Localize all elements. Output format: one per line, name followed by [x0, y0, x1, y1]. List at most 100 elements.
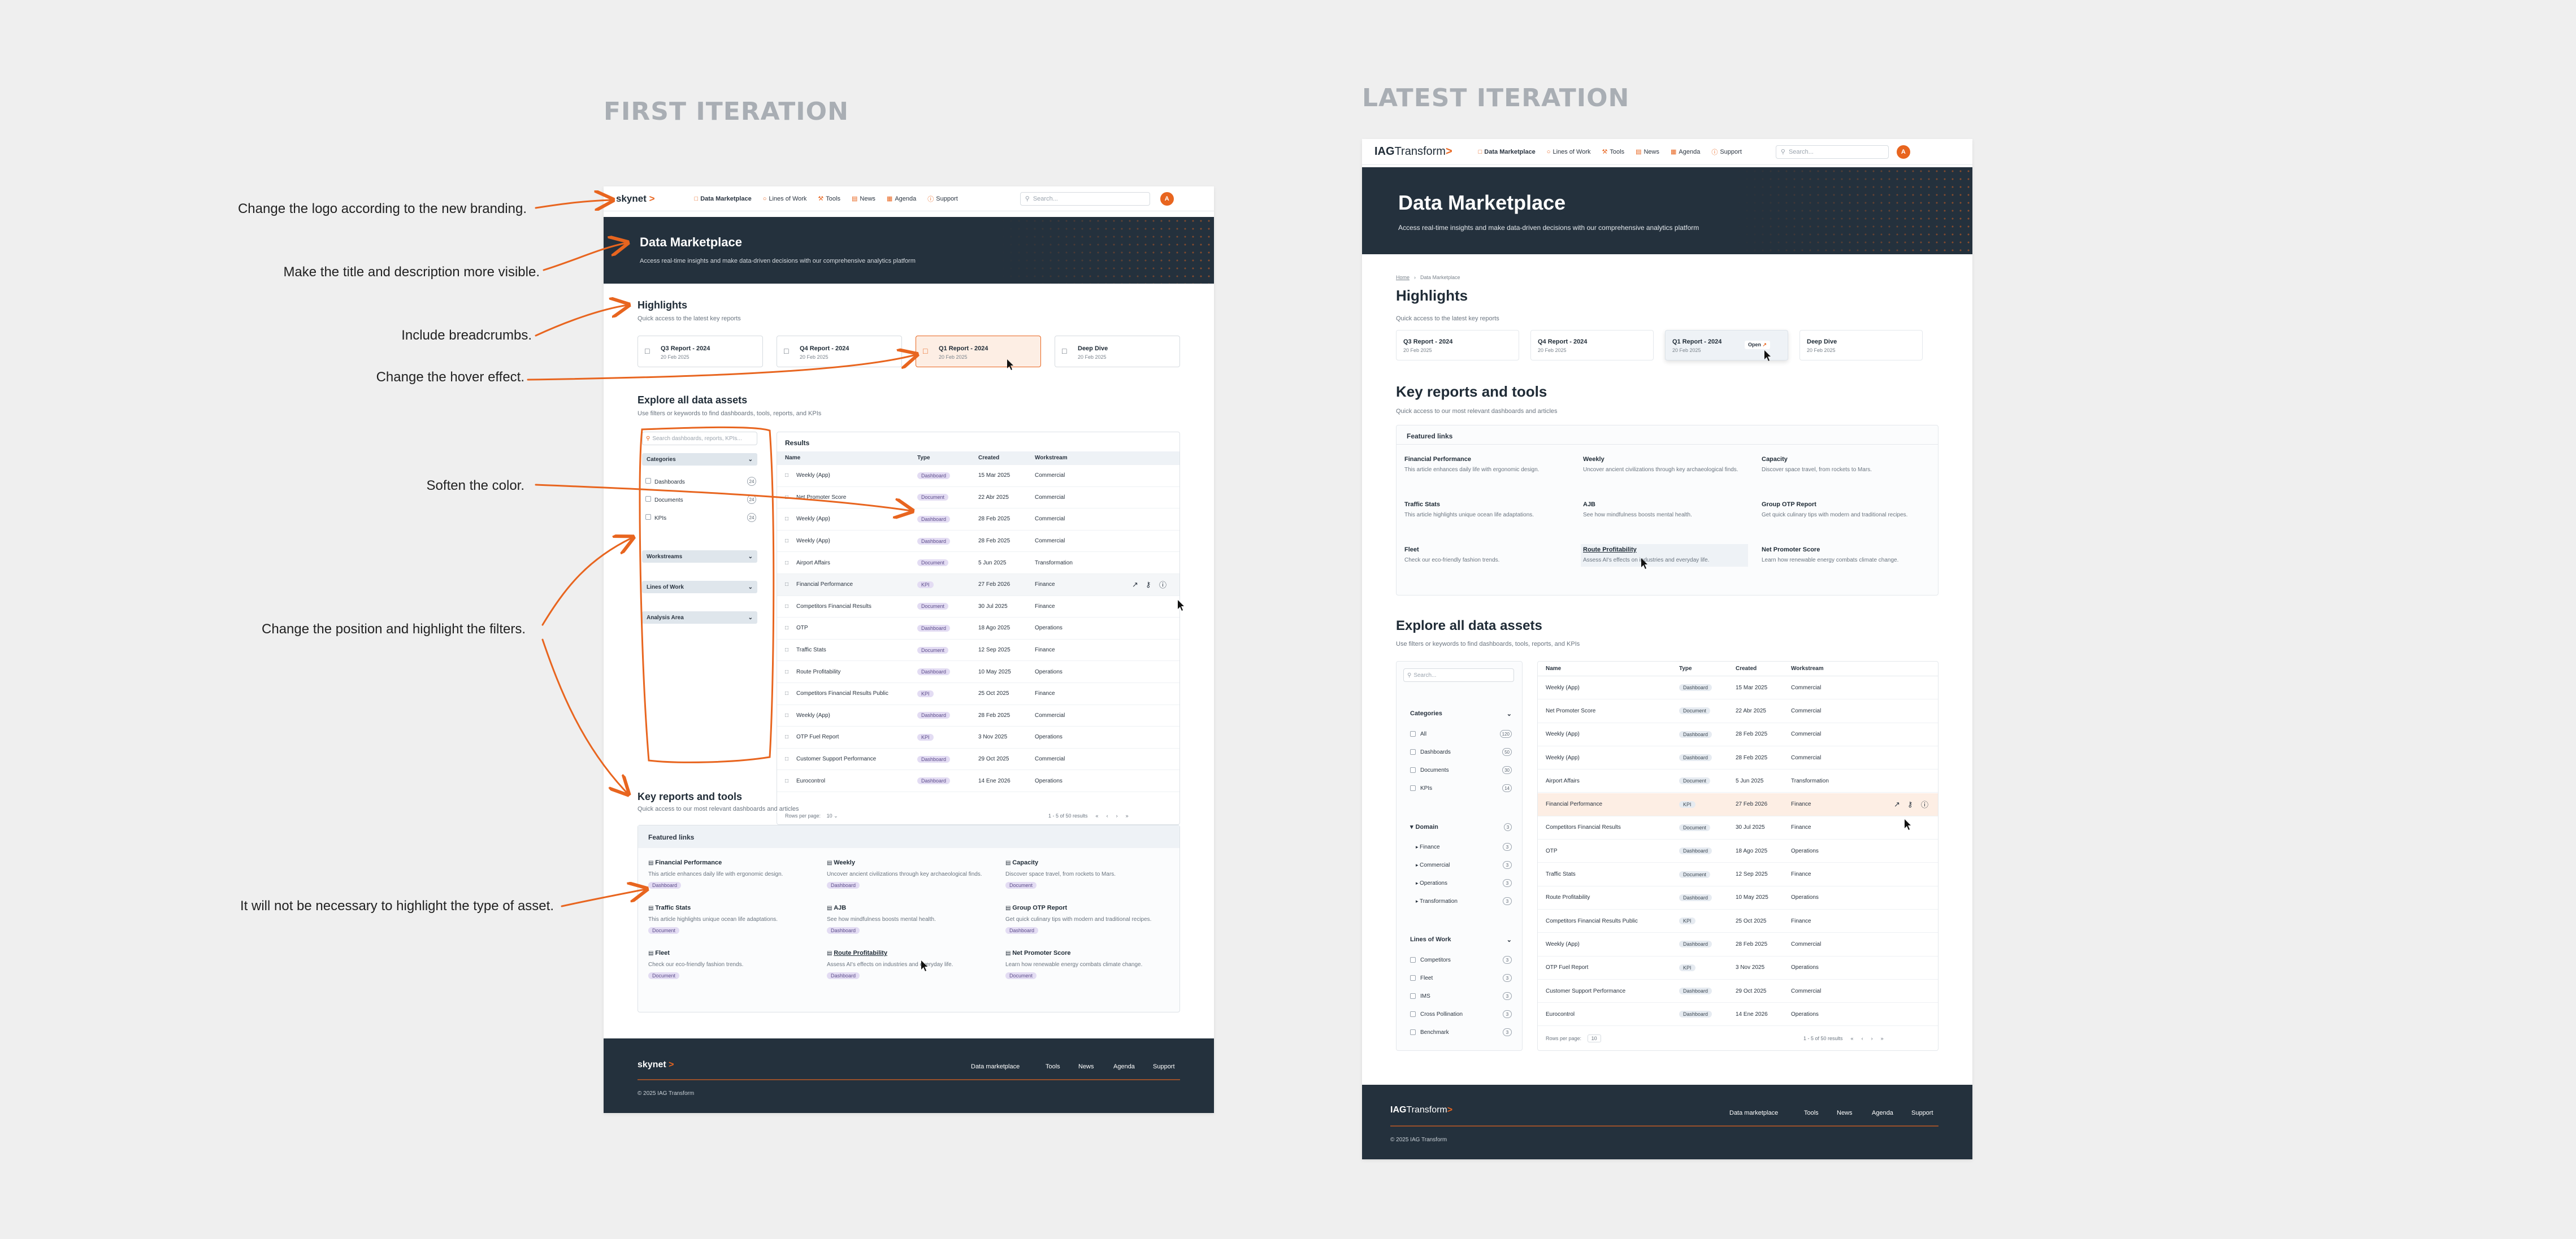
table-row[interactable]: □ Airport Affairs Document 5 Jun 2025 Transf… [777, 552, 1179, 574]
filter-option[interactable]: ▸ Operations 3 [1416, 874, 1512, 892]
filter-option[interactable]: ▸ Transformation 3 [1416, 892, 1512, 910]
checkbox[interactable] [1410, 785, 1416, 791]
footer-link[interactable]: Agenda [1872, 1110, 1893, 1116]
featured-link[interactable]: Route Profitability Assess AI's effects o… [1581, 544, 1748, 567]
featured-link[interactable]: Fleet Check our eco-friendly fashion tren… [1404, 546, 1572, 564]
first-page-icon[interactable]: « [1850, 1036, 1854, 1041]
table-row[interactable]: Traffic Stats Document 12 Sep 2025 Finance [1538, 863, 1938, 886]
table-row[interactable]: □ Weekly (App) Dashboard 15 Mar 2025 Commerc… [777, 465, 1179, 487]
filter-option[interactable]: Competitors 3 [1410, 951, 1512, 969]
filter-option[interactable]: Fleet 3 [1410, 969, 1512, 987]
filter-categories[interactable]: Categories ⌄ [1410, 710, 1512, 718]
filter-option[interactable]: IMS 3 [1410, 987, 1512, 1005]
featured-link[interactable]: Weekly Uncover ancient civilizations thro… [1583, 456, 1750, 474]
nav-item-tools[interactable]: ⚒ Tools [818, 195, 840, 203]
category-item[interactable]: Dashboards 24 [645, 472, 756, 490]
footer-link[interactable]: News [1837, 1110, 1853, 1116]
filter-option[interactable]: Dashboards 50 [1410, 743, 1512, 761]
table-row[interactable]: □ Competitors Financial Results Document 30… [777, 596, 1179, 618]
highlight-card[interactable]: □ Q3 Report - 2024 20 Feb 2025 [638, 336, 763, 367]
highlight-card[interactable]: Q3 Report - 2024 20 Feb 2025 [1396, 330, 1519, 360]
table-row[interactable]: Financial Performance KPI 27 Feb 2026 Finan… [1538, 793, 1938, 816]
first-page-icon[interactable]: « [1095, 813, 1099, 819]
table-row[interactable]: Eurocontrol Dashboard 14 Ene 2026 Operation… [1538, 1003, 1938, 1027]
nav-item-agenda[interactable]: ▦ Agenda [1671, 148, 1701, 156]
table-row[interactable]: □ Traffic Stats Document 12 Sep 2025 Finance [777, 640, 1179, 662]
last-page-icon[interactable]: » [1880, 1036, 1884, 1041]
last-page-icon[interactable]: » [1125, 813, 1129, 819]
col-type[interactable]: Type [1679, 666, 1692, 672]
rows-per-page[interactable]: Rows per page: 10 [1546, 1034, 1601, 1042]
checkbox[interactable] [1410, 957, 1416, 963]
table-row[interactable]: □ Route Profitability Dashboard 10 May 2025… [777, 661, 1179, 683]
filter-analysis-area[interactable]: Analysis Area ⌄ [642, 611, 757, 624]
prev-page-icon[interactable]: ‹ [1861, 1036, 1863, 1041]
nav-item-lines-of-work[interactable]: ○ Lines of Work [1546, 148, 1591, 155]
filter-option[interactable]: Cross Pollination 3 [1410, 1005, 1512, 1023]
nav-item-tools[interactable]: ⚒ Tools [1602, 148, 1625, 156]
rows-per-page[interactable]: Rows per page: 10 ⌄ [785, 813, 838, 819]
featured-link[interactable]: ▤ Net Promoter Score Learn how renewable … [1005, 947, 1173, 980]
featured-link[interactable]: ▤ Weekly Uncover ancient civilizations th… [827, 857, 994, 890]
info-icon[interactable]: ⓘ [1159, 581, 1167, 590]
footer-link[interactable]: News [1078, 1063, 1094, 1070]
highlight-card-hovered[interactable]: Q1 Report - 2024 20 Feb 2025 Open ↗ [1665, 330, 1788, 360]
footer-link[interactable]: Agenda [1113, 1063, 1135, 1070]
table-row[interactable]: □ Customer Support Performance Dashboard 29… [777, 749, 1179, 771]
category-item[interactable]: KPIs 24 [645, 508, 756, 527]
nav-item-data-marketplace[interactable]: □ Data Marketplace [1478, 148, 1536, 155]
featured-link[interactable]: ▤ Financial Performance This article enha… [648, 857, 816, 890]
table-row[interactable]: OTP Dashboard 18 Ago 2025 Operations [1538, 840, 1938, 863]
table-row[interactable]: □ Weekly (App) Dashboard 28 Feb 2025 Commerc… [777, 705, 1179, 727]
nav-item-news[interactable]: ▤ News [851, 195, 875, 203]
nav-item-news[interactable]: ▤ News [1636, 148, 1659, 156]
table-row[interactable]: □ Net Promoter Score Document 22 Abr 2025 Co… [777, 487, 1179, 509]
footer-link[interactable]: Data marketplace [1729, 1110, 1779, 1116]
col-type[interactable]: Type [917, 455, 930, 461]
filter-option[interactable]: ▸ Commercial 3 [1416, 856, 1512, 874]
footer-logo[interactable]: skynet > [638, 1060, 674, 1070]
nav-item-data-marketplace[interactable]: □ Data Marketplace [694, 195, 752, 202]
featured-link[interactable]: Group OTP Report Get quick culinary tips … [1762, 501, 1929, 519]
table-row[interactable]: Competitors Financial Results Public KPI 2… [1538, 910, 1938, 933]
filter-domain[interactable]: ▾ Domain 3 [1410, 823, 1512, 831]
filter-categories[interactable]: Categories ⌄ [642, 453, 757, 466]
featured-link[interactable]: Financial Performance This article enhanc… [1404, 456, 1572, 474]
featured-link[interactable]: Capacity Discover space travel, from rock… [1762, 456, 1929, 474]
checkbox[interactable] [1410, 1011, 1416, 1017]
checkbox[interactable] [1410, 975, 1416, 981]
nav-item-support[interactable]: ⓘ Support [927, 195, 958, 203]
next-page-icon[interactable]: › [1116, 813, 1118, 819]
featured-link[interactable]: ▤ Fleet Check our eco-friendly fashion tr… [648, 947, 816, 980]
table-row[interactable]: □ OTP Fuel Report KPI 3 Nov 2025 Operations [777, 727, 1179, 749]
table-row[interactable]: Airport Affairs Document 5 Jun 2025 Transfo… [1538, 770, 1938, 793]
checkbox[interactable] [1410, 767, 1416, 773]
table-row[interactable]: OTP Fuel Report KPI 3 Nov 2025 Operations [1538, 957, 1938, 980]
avatar[interactable]: A [1160, 192, 1174, 206]
highlight-card-hovered[interactable]: □ Q1 Report - 2024 20 Feb 2025 [916, 336, 1041, 367]
table-row[interactable]: Weekly (App) Dashboard 28 Feb 2025 Commerci… [1538, 723, 1938, 746]
filter-search-input[interactable]: ⚲ Search... [1403, 668, 1514, 682]
key-icon[interactable]: ⚷ [1907, 799, 1913, 808]
nav-item-lines-of-work[interactable]: ○ Lines of Work [762, 195, 807, 202]
checkbox[interactable] [1410, 993, 1416, 999]
table-row[interactable]: □ Competitors Financial Results Public KPI… [777, 683, 1179, 705]
col-name[interactable]: Name [1546, 666, 1562, 672]
footer-link[interactable]: Tools [1804, 1110, 1819, 1116]
col-workstream[interactable]: Workstream [1035, 455, 1068, 461]
col-name[interactable]: Name [785, 455, 801, 461]
search-input[interactable]: ⚲ Search... [1775, 145, 1889, 159]
checkbox[interactable] [1410, 731, 1416, 737]
featured-link[interactable]: Net Promoter Score Learn how renewable en… [1762, 546, 1929, 564]
skynet-logo[interactable]: skynet > [616, 193, 655, 204]
nav-item-support[interactable]: ⓘ Support [1711, 148, 1742, 156]
avatar[interactable]: A [1896, 145, 1910, 159]
col-workstream[interactable]: Workstream [1791, 666, 1824, 672]
featured-link[interactable]: ▤ Capacity Discover space travel, from ro… [1005, 857, 1173, 890]
breadcrumb-home[interactable]: Home [1396, 275, 1410, 280]
highlight-card[interactable]: Deep Dive 20 Feb 2025 [1799, 330, 1923, 360]
search-input[interactable]: ⚲ Search... [1020, 192, 1150, 206]
filter-option[interactable]: KPIs 14 [1410, 779, 1512, 797]
featured-link[interactable]: Traffic Stats This article highlights uni… [1404, 501, 1572, 519]
footer-link[interactable]: Support [1153, 1063, 1175, 1070]
